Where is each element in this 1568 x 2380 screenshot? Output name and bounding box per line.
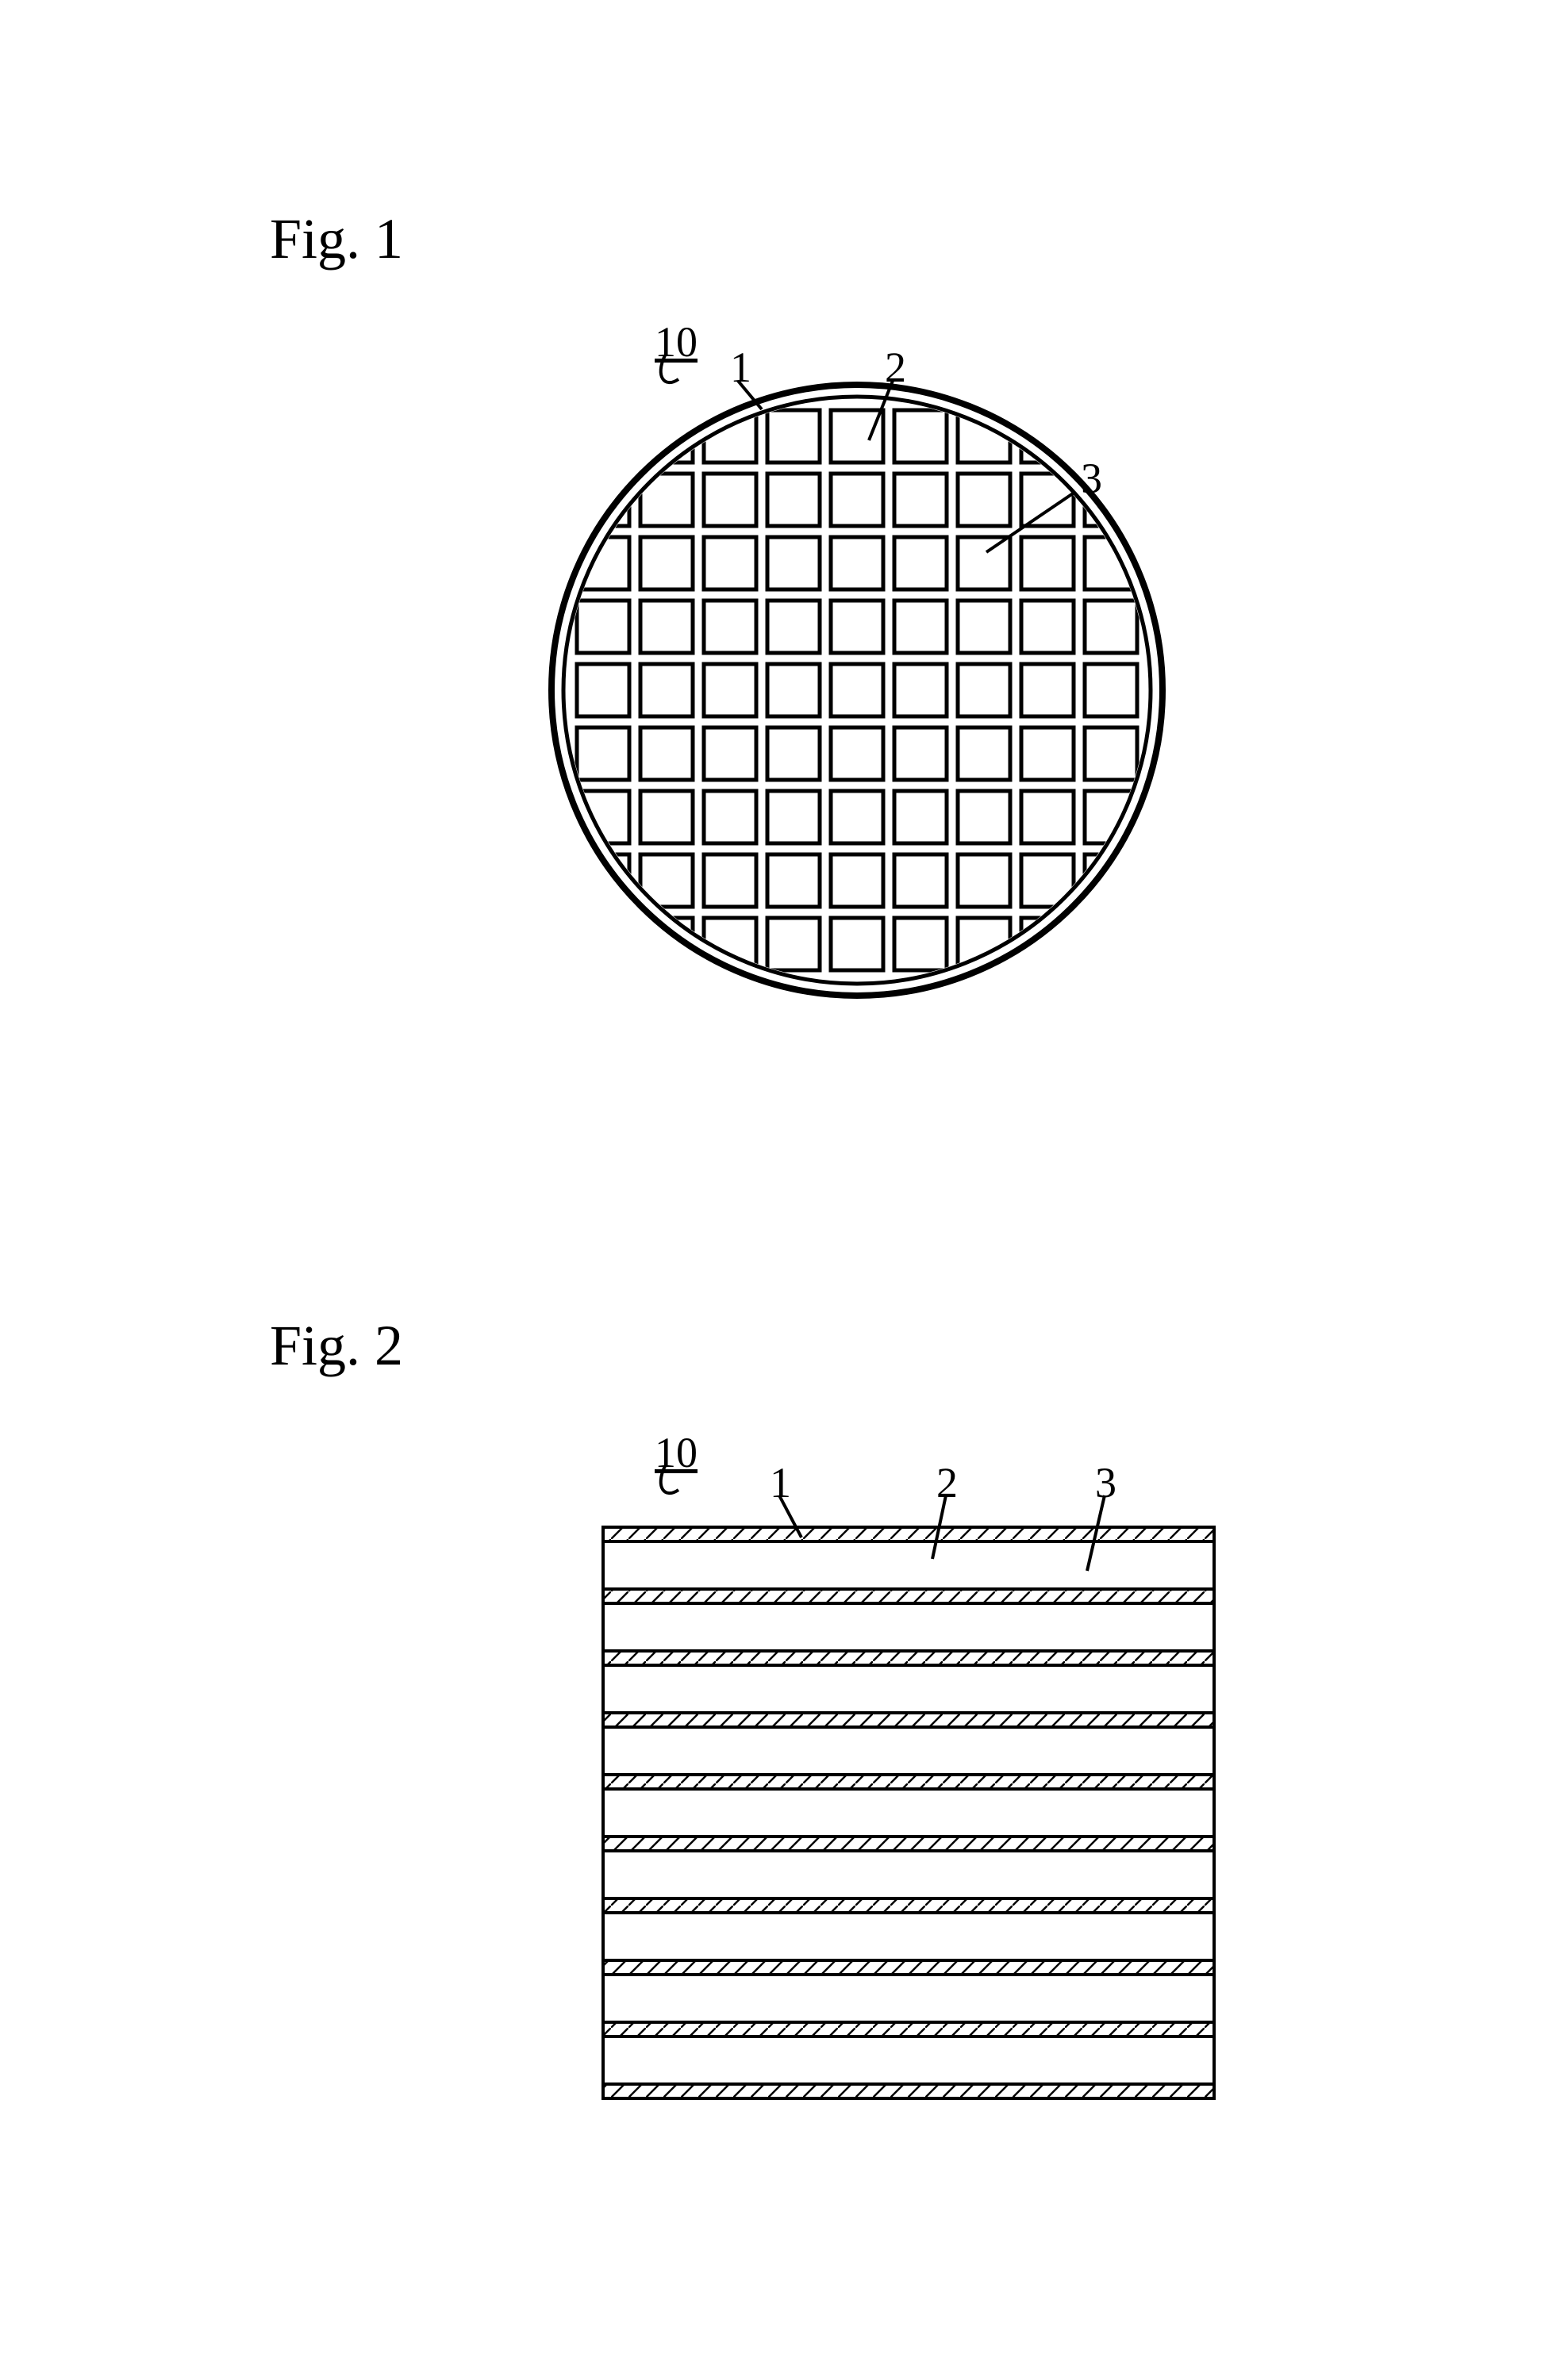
fig2-diagram [0, 1190, 1568, 2380]
fig1-diagram [0, 0, 1568, 1190]
